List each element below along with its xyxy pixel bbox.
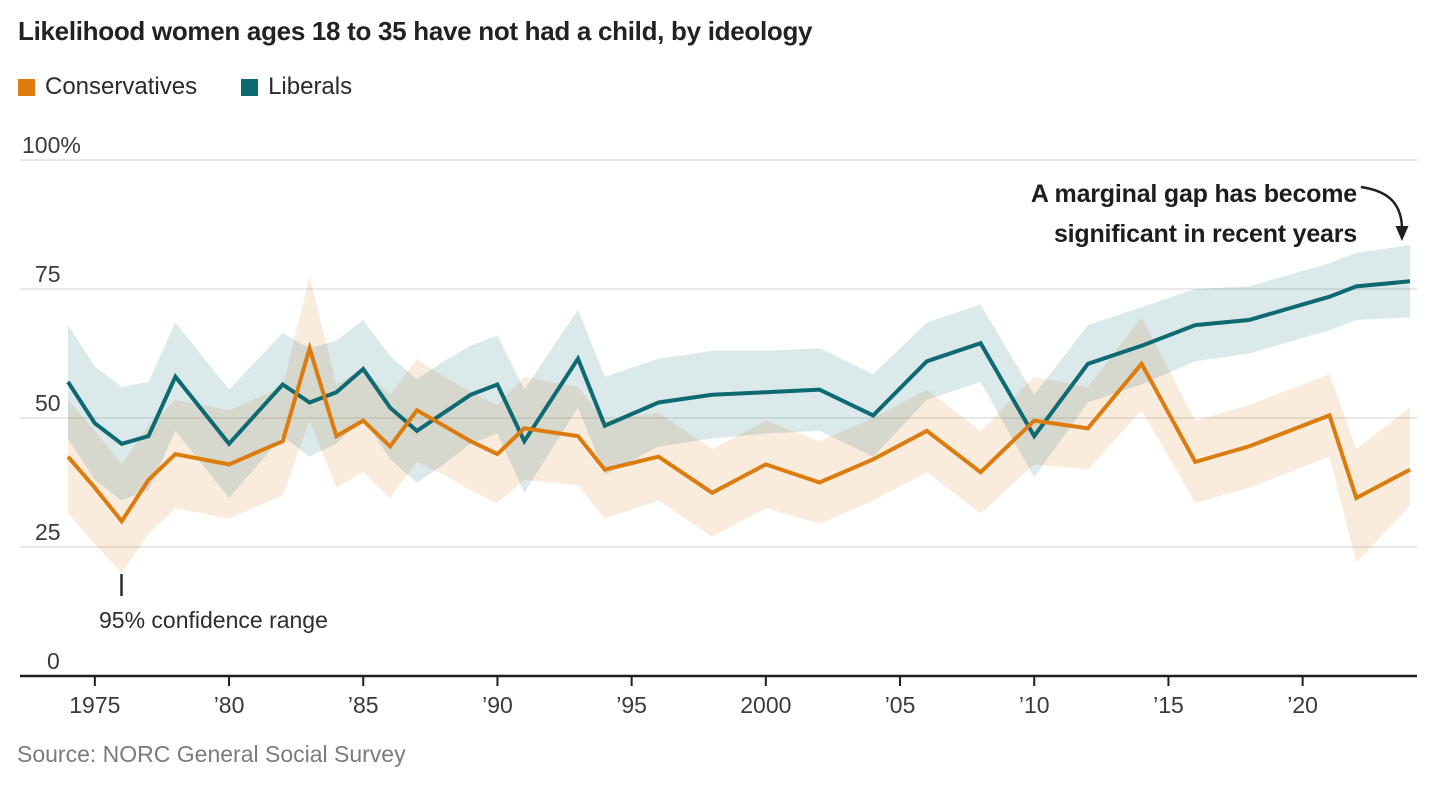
y-axis-label: 75 — [35, 261, 61, 287]
annotation-line1: A marginal gap has become — [1030, 180, 1357, 208]
chart-title: Likelihood women ages 18 to 35 have not … — [18, 16, 813, 46]
annotation: A marginal gap has become significant in… — [1031, 174, 1357, 254]
legend-item-liberals: Liberals — [241, 73, 352, 101]
legend-item-conservatives: Conservatives — [18, 73, 197, 101]
x-axis-label: ’15 — [1153, 692, 1184, 718]
annotation-arrowhead-icon — [1395, 226, 1409, 241]
x-axis-label: ’95 — [616, 692, 647, 718]
x-axis-label: 2000 — [740, 692, 791, 718]
legend: Conservatives Liberals — [18, 73, 352, 101]
x-axis-label: ’90 — [482, 692, 513, 718]
y-axis-label: 100% — [22, 132, 81, 158]
legend-label-liberals: Liberals — [268, 73, 353, 100]
liberals-swatch-icon — [241, 78, 259, 96]
annotation-line2: significant in recent years — [1053, 220, 1357, 248]
x-axis-label: ’80 — [214, 692, 245, 718]
annotation-arrow — [1360, 185, 1404, 228]
conservatives-swatch-icon — [18, 78, 35, 96]
y-axis-label: 50 — [35, 390, 61, 416]
x-axis-label: ’85 — [348, 692, 379, 718]
legend-label-conservatives: Conservatives — [45, 73, 198, 100]
x-axis-label: ’20 — [1287, 692, 1318, 718]
y-axis-label: 25 — [35, 519, 61, 545]
liberals-confidence-band — [68, 245, 1410, 501]
y-axis-label: 0 — [47, 648, 60, 674]
confidence-range-label: 95% confidence range — [99, 607, 328, 633]
conservatives-line — [66, 341, 1411, 525]
conservatives-confidence-band — [68, 276, 1410, 573]
x-axis-label: 1975 — [69, 692, 120, 718]
x-axis-label: ’10 — [1019, 692, 1050, 718]
liberals-line — [66, 279, 1411, 447]
source-note: Source: NORC General Social Survey — [17, 741, 406, 767]
x-axis-label: ’05 — [885, 692, 916, 718]
